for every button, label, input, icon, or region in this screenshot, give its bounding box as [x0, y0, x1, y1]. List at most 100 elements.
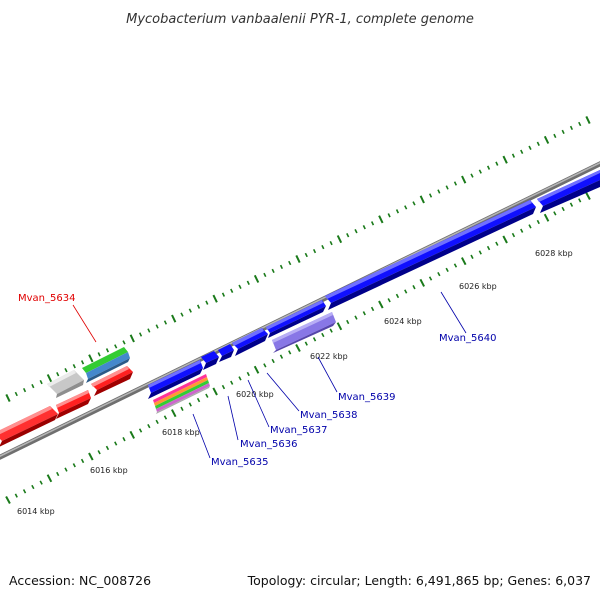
- gene-label-mvan-5636[interactable]: Mvan_5636: [240, 439, 297, 450]
- minor-tick: [520, 149, 524, 154]
- gene-label-mvan-5634[interactable]: Mvan_5634: [18, 293, 75, 304]
- scale-label: 6028 kbp: [535, 249, 573, 258]
- forward-cds-mvan-5640: [325, 200, 536, 310]
- major-tick: [88, 452, 94, 461]
- grey-feature: [47, 370, 84, 398]
- minor-tick: [263, 272, 267, 278]
- scale-label: 6026 kbp: [459, 282, 497, 291]
- major-tick: [129, 334, 135, 343]
- minor-tick: [553, 133, 557, 139]
- forward-strand-features: [148, 170, 600, 399]
- minor-tick: [346, 233, 350, 238]
- major-tick: [295, 254, 301, 264]
- minor-tick: [404, 289, 408, 294]
- minor-tick: [288, 260, 292, 266]
- minor-tick: [528, 145, 532, 150]
- minor-tick: [536, 141, 540, 146]
- leader-line-mvan-5638: [266, 372, 300, 412]
- forward-cds-mvan-5638: [232, 328, 268, 356]
- gene-label-mvan-5638[interactable]: Mvan_5638: [300, 410, 357, 421]
- minor-tick: [180, 312, 184, 317]
- major-tick: [171, 409, 177, 418]
- minor-tick: [22, 387, 27, 393]
- minor-tick: [346, 319, 350, 325]
- gene-labels: Mvan_5634 Mvan_5635 Mvan_5636 Mvan_5637 …: [18, 293, 496, 468]
- minor-tick: [387, 298, 391, 303]
- minor-tick: [114, 344, 118, 349]
- reverse-cds-1: [0, 406, 58, 447]
- minor-tick: [246, 280, 250, 285]
- major-tick: [88, 354, 94, 363]
- minor-tick: [263, 363, 267, 368]
- major-tick: [543, 213, 550, 222]
- minor-tick: [72, 463, 76, 468]
- minor-tick: [147, 424, 151, 429]
- minor-tick: [478, 169, 482, 174]
- minor-tick: [428, 276, 433, 281]
- minor-tick: [122, 437, 126, 442]
- minor-tick: [437, 272, 441, 277]
- forward-cds-mvan-5635: [148, 360, 203, 399]
- major-tick: [5, 393, 11, 403]
- minor-tick: [370, 306, 375, 312]
- minor-tick: [312, 337, 317, 342]
- reverse-strand-features: [0, 312, 336, 447]
- minor-tick: [412, 201, 416, 206]
- minor-tick: [196, 304, 201, 309]
- major-tick: [502, 155, 508, 164]
- minor-tick: [561, 129, 565, 135]
- minor-tick: [188, 308, 192, 313]
- minor-tick: [196, 397, 201, 403]
- minor-tick: [147, 328, 151, 333]
- major-tick: [543, 135, 550, 144]
- gene-label-mvan-5635[interactable]: Mvan_5635: [211, 457, 268, 468]
- minor-tick: [370, 221, 375, 226]
- scale-label: 6014 kbp: [17, 507, 55, 516]
- reverse-cds-2: [56, 390, 91, 419]
- minor-tick: [97, 450, 101, 455]
- outer-tick-row: [5, 115, 591, 403]
- gene-label-mvan-5639[interactable]: Mvan_5639: [338, 392, 395, 403]
- minor-tick: [470, 173, 474, 178]
- minor-tick: [221, 292, 226, 297]
- leader-line-mvan-5639: [317, 356, 338, 393]
- minor-tick: [122, 340, 126, 345]
- minor-tick: [64, 467, 68, 472]
- minor-tick: [412, 285, 416, 290]
- major-tick: [336, 235, 343, 244]
- gene-label-leaders: [72, 291, 467, 459]
- major-tick: [461, 257, 467, 266]
- backbone-highlight: [0, 162, 600, 457]
- minor-tick: [354, 229, 358, 234]
- gene-label-mvan-5640[interactable]: Mvan_5640: [439, 333, 496, 344]
- gene-label-mvan-5637[interactable]: Mvan_5637: [270, 425, 327, 436]
- green-blue-feature: [82, 347, 130, 383]
- major-tick: [461, 175, 467, 184]
- leader-line-mvan-5635: [192, 413, 211, 459]
- scale-label: 6016 kbp: [90, 466, 128, 475]
- minor-tick: [230, 380, 234, 385]
- minor-tick: [246, 371, 250, 377]
- major-tick: [171, 314, 177, 323]
- minor-tick: [329, 240, 333, 246]
- major-tick: [212, 294, 218, 303]
- minor-tick: [362, 225, 366, 230]
- minor-tick: [31, 484, 35, 490]
- minor-tick: [205, 393, 209, 398]
- minor-tick: [321, 244, 325, 250]
- minor-tick: [80, 458, 85, 464]
- map-title: Mycobacterium vanbaalenii PYR-1, complet…: [126, 12, 474, 27]
- minor-tick: [445, 267, 449, 272]
- major-tick: [295, 344, 301, 352]
- minor-tick: [230, 288, 234, 293]
- purple-feature-mvan-5639: [272, 312, 336, 353]
- minor-tick: [238, 284, 242, 289]
- major-tick: [419, 278, 425, 287]
- multicolor-feature: [153, 374, 210, 414]
- minor-tick: [395, 209, 400, 214]
- genome-summary-text: Topology: circular; Length: 6,491,865 bp…: [247, 573, 591, 588]
- major-tick: [419, 195, 425, 204]
- major-tick: [378, 300, 384, 309]
